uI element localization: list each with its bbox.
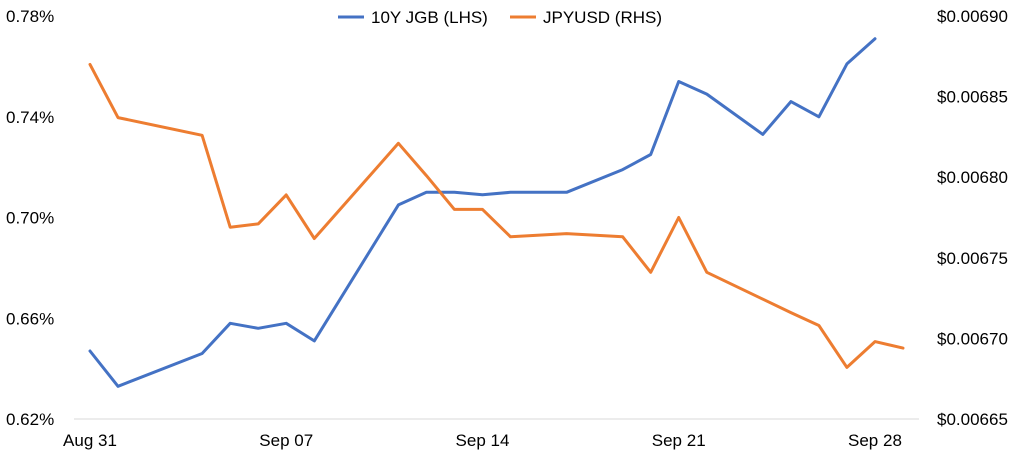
right-y-tick-label: $0.00665 xyxy=(937,410,1008,429)
left-y-tick-label: 0.66% xyxy=(6,309,54,328)
legend-item-10y-jgb-label: 10Y JGB (LHS) xyxy=(371,8,488,27)
right-y-tick-label: $0.00690 xyxy=(937,7,1008,26)
right-axis: $0.00665 $0.00670 $0.00675 $0.00680 $0.00685… xyxy=(937,7,1008,429)
x-axis: Aug 31 Sep 07 Sep 14 Sep 21 Sep 28 xyxy=(63,418,919,450)
series-line-10y-jgb xyxy=(88,37,877,388)
right-y-tick-label: $0.00680 xyxy=(937,168,1008,187)
left-y-tick-label: 0.62% xyxy=(6,410,54,429)
left-y-tick-label: 0.74% xyxy=(6,108,54,127)
left-y-tick-label: 0.78% xyxy=(6,7,54,26)
left-y-tick-label: 0.70% xyxy=(6,209,54,228)
x-tick-label: Sep 28 xyxy=(848,431,902,450)
series-line-jpyusd xyxy=(88,62,905,369)
legend-item-jpyusd-label: JPYUSD (RHS) xyxy=(543,8,662,27)
series-lines xyxy=(88,37,905,388)
legend: 10Y JGB (LHS) JPYUSD (RHS) xyxy=(338,8,662,27)
right-y-tick-label: $0.00685 xyxy=(937,88,1008,107)
left-axis: 0.62% 0.66% 0.70% 0.74% 0.78% xyxy=(6,7,54,429)
x-tick-label: Sep 14 xyxy=(456,431,510,450)
right-y-tick-label: $0.00675 xyxy=(937,249,1008,268)
right-y-tick-label: $0.00670 xyxy=(937,329,1008,348)
x-tick-label: Aug 31 xyxy=(63,431,117,450)
x-tick-label: Sep 21 xyxy=(652,431,706,450)
x-tick-label: Sep 07 xyxy=(259,431,313,450)
